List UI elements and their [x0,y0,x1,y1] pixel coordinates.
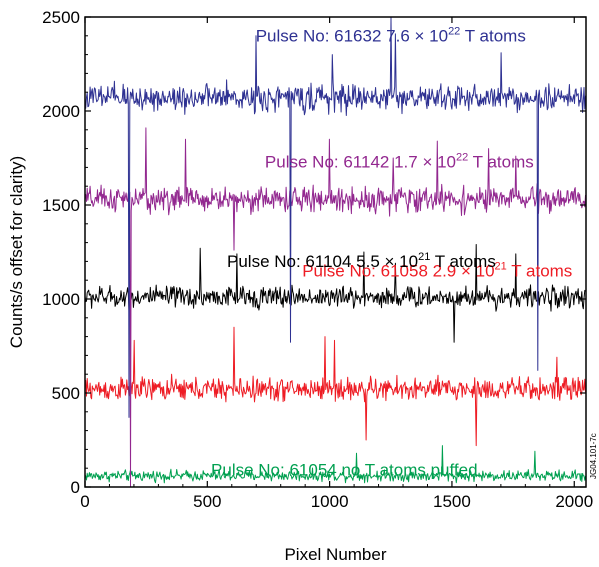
y-tick-label: 0 [71,478,80,497]
series-annotation-0: Pulse No: 61054 no T atoms puffed [211,461,478,480]
x-tick-label: 0 [80,492,89,511]
x-tick-label: 1500 [433,492,471,511]
y-tick-label: 2500 [42,8,80,27]
y-axis-title: Counts/s offset for clarity) [7,156,26,348]
x-axis-title: Pixel Number [284,545,386,564]
series-line-1 [85,327,586,445]
y-tick-label: 500 [52,384,80,403]
y-tick-label: 1000 [42,290,80,309]
series-annotation-2: Pulse No: 61104 5.5 × 1021 T atoms [227,251,496,271]
series-annotation-4: Pulse No: 61632 7.6 × 1022 T atoms [256,25,526,45]
y-tick-label: 2000 [42,102,80,121]
series-line-4 [85,17,586,417]
figure-code-watermark: JG04.101-7c [589,433,598,479]
x-tick-label: 500 [193,492,221,511]
series-annotation-3: Pulse No: 61142 1.7 × 1022 T atoms [265,151,534,171]
y-tick-label: 1500 [42,196,80,215]
x-tick-label: 2000 [555,492,593,511]
x-tick-label: 1000 [311,492,349,511]
